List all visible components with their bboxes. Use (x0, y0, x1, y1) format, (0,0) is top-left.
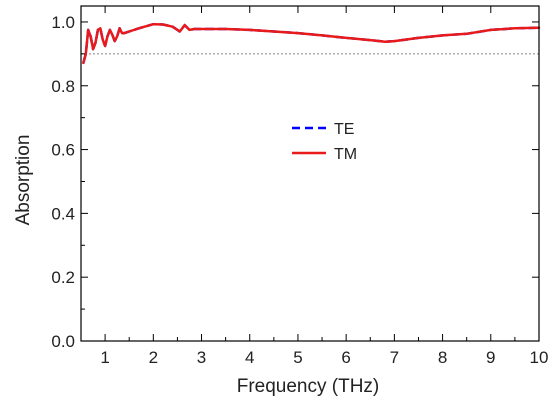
plot-frame (80, 5, 540, 342)
x-tick-label: 1 (100, 348, 109, 367)
ticks-layer: 1 2 3 4 5 6 7 8 9 10 0.0 0.2 0.4 0.6 0.8 1.0 (51, 6, 548, 367)
x-tick-label: 2 (149, 348, 158, 367)
series-line-tm (82, 22, 541, 65)
legend-label-te: TE (334, 121, 354, 138)
x-tick-label: 8 (438, 348, 447, 367)
legend-label-tm: TM (334, 146, 357, 163)
y-tick-label: 0.4 (51, 204, 75, 223)
y-tick-label: 0.8 (51, 77, 75, 96)
legend: TE TM (292, 121, 357, 163)
series-layer (82, 22, 541, 65)
x-tick-label: 9 (486, 348, 495, 367)
y-tick-label: 1.0 (51, 13, 75, 32)
x-tick-label: 5 (293, 348, 302, 367)
y-tick-label: 0.2 (51, 268, 75, 287)
x-tick-label: 7 (390, 348, 399, 367)
x-tick-label: 3 (197, 348, 206, 367)
x-tick-label: 6 (341, 348, 350, 367)
x-axis-label: Frequency (THz) (237, 376, 380, 397)
series-line-te (82, 22, 541, 65)
axes-layer (80, 5, 540, 342)
y-tick-label: 0.6 (51, 141, 75, 160)
x-tick-label: 4 (245, 348, 254, 367)
y-axis-label: Absorption (13, 135, 34, 226)
y-tick-label: 0.0 (51, 332, 75, 351)
x-tick-label: 10 (530, 348, 549, 367)
